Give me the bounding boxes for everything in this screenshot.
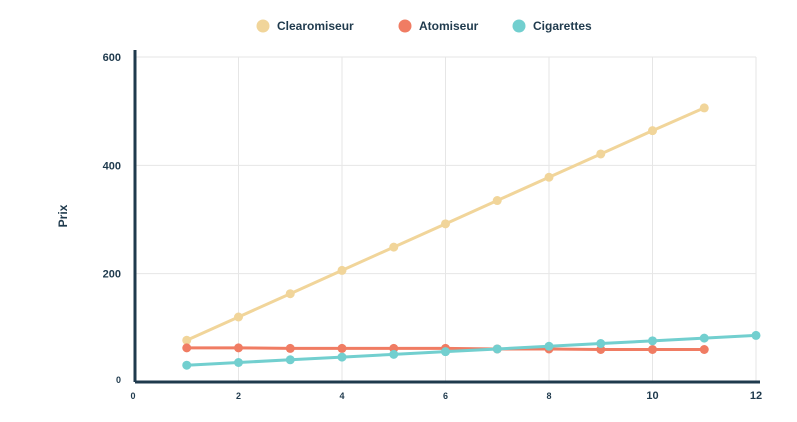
y-axis-title: Prix (56, 204, 70, 227)
data-point-cigarettes (389, 349, 399, 359)
data-point-cigarettes (337, 352, 347, 362)
data-point-cigarettes (648, 336, 657, 346)
data-point-atomiseur (234, 343, 243, 353)
y-tick-label: 0 (116, 375, 121, 385)
data-point-cigarettes (492, 344, 502, 354)
series-layer (182, 103, 761, 370)
legend-label-cigarettes: Cigarettes (533, 19, 592, 33)
legend-item-cigarettes: Cigarettes (512, 19, 592, 33)
data-point-cigarettes (285, 355, 295, 365)
data-point-clearomiseur (182, 335, 192, 345)
data-point-atomiseur (285, 343, 295, 353)
data-point-clearomiseur (648, 126, 657, 136)
legend-item-atomiseur: Atomiseur (398, 19, 479, 33)
series-clearomiseur (182, 103, 709, 345)
legend: Clearomiseur Atomiseur Cigarettes (256, 19, 592, 33)
data-point-clearomiseur (596, 149, 606, 159)
x-tick-label: 6 (443, 391, 448, 401)
y-tick-label: 200 (103, 269, 121, 281)
data-point-atomiseur (182, 343, 192, 353)
data-point-cigarettes (182, 360, 192, 370)
x-tick-label: 2 (236, 391, 241, 401)
data-point-clearomiseur (544, 172, 554, 182)
data-point-clearomiseur (492, 196, 502, 206)
data-point-atomiseur (337, 343, 347, 353)
y-tick-label: 400 (103, 160, 121, 172)
data-point-atomiseur (648, 345, 657, 354)
legend-label-clearomiseur: Clearomiseur (277, 19, 354, 33)
data-point-clearomiseur (389, 242, 399, 252)
x-tick-label: 0 (130, 391, 135, 401)
legend-label-atomiseur: Atomiseur (419, 19, 479, 33)
x-tick-label: 10 (646, 390, 658, 402)
data-point-cigarettes (544, 341, 554, 351)
data-point-cigarettes (234, 358, 243, 367)
x-tick-label: 4 (339, 391, 344, 401)
tick-labels: 0 2 4 6 8 10 12 0 200 400 600 (103, 52, 762, 402)
series-line-cigarettes (185, 333, 758, 367)
legend-marker-atomiseur (398, 19, 412, 33)
x-tick-label: 12 (750, 390, 762, 402)
series-cigarettes (182, 330, 761, 370)
legend-marker-cigarettes (512, 19, 526, 33)
axes (133, 50, 760, 384)
data-point-atomiseur (699, 345, 709, 354)
y-tick-label: 600 (103, 52, 121, 64)
x-tick-label: 8 (546, 391, 551, 401)
legend-item-clearomiseur: Clearomiseur (256, 19, 354, 33)
grid (135, 56, 757, 382)
legend-marker-clearomiseur (256, 19, 270, 33)
data-point-clearomiseur (234, 312, 243, 322)
data-point-clearomiseur (441, 219, 450, 229)
data-point-cigarettes (699, 333, 709, 343)
data-point-clearomiseur (699, 103, 709, 113)
data-point-cigarettes (751, 330, 761, 340)
data-point-clearomiseur (285, 289, 295, 299)
data-point-clearomiseur (337, 265, 347, 275)
data-point-cigarettes (441, 347, 450, 357)
data-point-cigarettes (596, 339, 606, 349)
